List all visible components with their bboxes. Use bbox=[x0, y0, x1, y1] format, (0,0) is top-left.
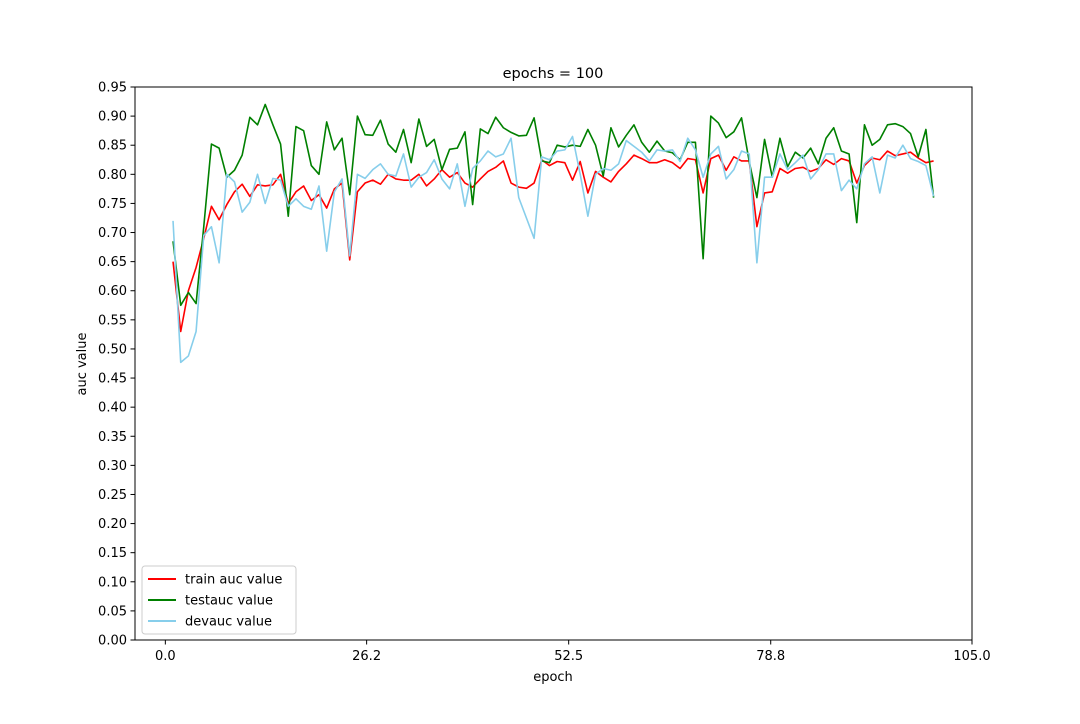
y-tick-label: 0.70 bbox=[98, 226, 127, 241]
y-tick-label: 0.30 bbox=[98, 459, 127, 474]
plot-area-frame bbox=[134, 86, 973, 641]
y-tick-label: 0.60 bbox=[98, 284, 127, 299]
y-tick-label: 0.40 bbox=[98, 401, 127, 416]
y-tick-label: 0.80 bbox=[98, 168, 127, 183]
series-line-3 bbox=[172, 135, 935, 364]
legend-label: devauc value bbox=[185, 615, 272, 630]
chart-title: epochs = 100 bbox=[503, 66, 604, 82]
y-tick-label: 0.10 bbox=[98, 575, 127, 590]
y-tick-label: 0.00 bbox=[98, 634, 127, 649]
legend: train auc value testauc value devauc value bbox=[141, 565, 297, 635]
x-tick-label: 26.2 bbox=[352, 649, 381, 664]
axes-layer: 0.0 26.2 52.5 78.8 105.0 0.00 0.05 0.10 0.15 0.20… bbox=[98, 81, 991, 665]
y-tick-label: 0.95 bbox=[98, 81, 127, 96]
y-tick-label: 0.35 bbox=[98, 430, 127, 445]
legend-box bbox=[141, 565, 297, 635]
series-line-2 bbox=[172, 103, 935, 307]
x-tick-label: 52.5 bbox=[554, 649, 583, 664]
y-tick-label: 0.15 bbox=[98, 546, 127, 561]
y-tick-label: 0.85 bbox=[98, 139, 127, 154]
y-tick-label: 0.05 bbox=[98, 604, 127, 619]
x-axis-label: epoch bbox=[533, 670, 573, 685]
y-tick-label: 0.50 bbox=[98, 342, 127, 357]
y-tick-label: 0.20 bbox=[98, 517, 127, 532]
x-tick-label: 105.0 bbox=[953, 649, 990, 664]
y-tick-label: 0.45 bbox=[98, 372, 127, 387]
y-tick-label: 0.90 bbox=[98, 110, 127, 125]
y-axis-label: auc value bbox=[75, 333, 90, 396]
y-tick-label: 0.65 bbox=[98, 255, 127, 270]
legend-label: testauc value bbox=[185, 594, 273, 609]
x-tick-label: 0.0 bbox=[155, 649, 176, 664]
y-tick-label: 0.25 bbox=[98, 488, 127, 503]
y-tick-label: 0.55 bbox=[98, 313, 127, 328]
y-tick-label: 0.75 bbox=[98, 197, 127, 212]
series-layer bbox=[172, 103, 935, 364]
legend-label: train auc value bbox=[185, 573, 282, 588]
x-tick-label: 78.8 bbox=[756, 649, 785, 664]
